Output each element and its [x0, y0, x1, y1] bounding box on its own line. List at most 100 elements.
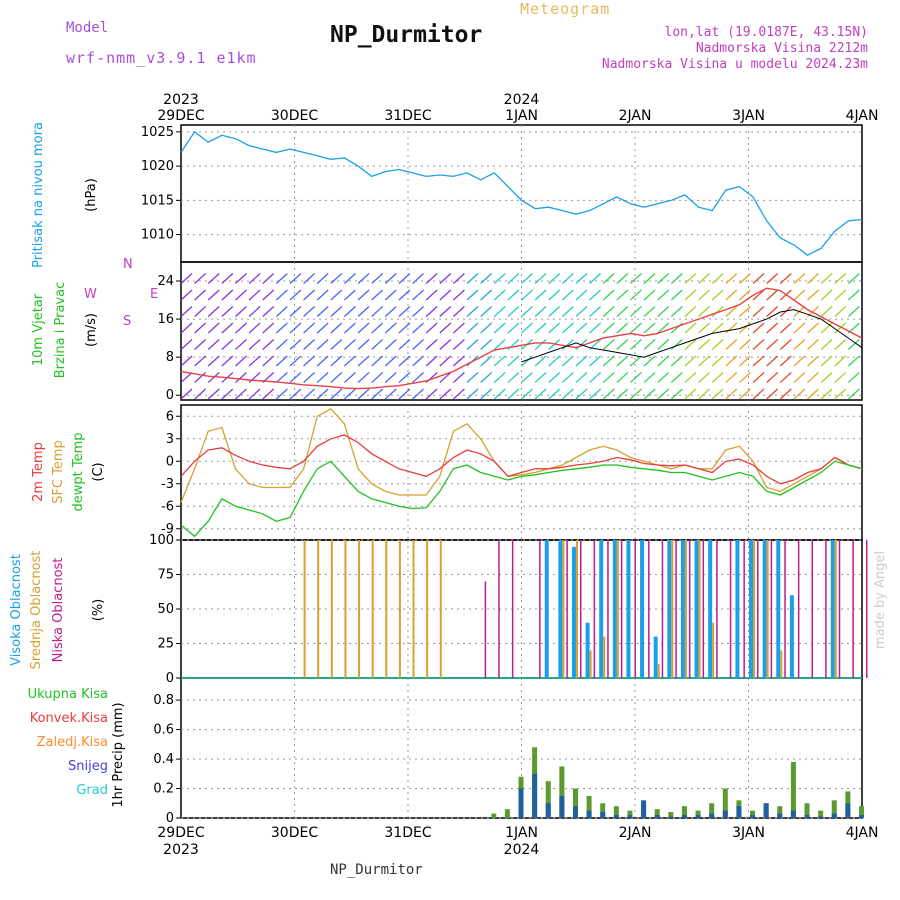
wind-barb — [834, 388, 847, 400]
wind-barb — [344, 339, 356, 350]
wind-barb — [371, 372, 384, 383]
wind-barb — [275, 322, 288, 334]
cloud-unit-label: (%) — [91, 599, 106, 622]
wind-barb — [344, 289, 356, 301]
wind-barb — [521, 372, 533, 383]
wind-barb — [630, 289, 642, 301]
pressure-axis-label: Pritisak na nivou mora — [31, 122, 46, 268]
wind-barb — [725, 372, 738, 383]
wind-barb — [602, 388, 615, 400]
wind-barb — [670, 355, 683, 367]
compass-n: N — [123, 257, 133, 272]
wind-barb — [847, 355, 860, 367]
wind-barb — [616, 289, 629, 301]
temp-tick-label: -9 — [161, 522, 174, 537]
cloud-bar — [640, 540, 645, 678]
panel-frame-0 — [180, 124, 863, 263]
wind-barb — [330, 306, 343, 317]
precip-total-bar — [559, 766, 565, 818]
wind-barb — [643, 322, 656, 334]
wind-barb — [330, 273, 343, 284]
precip-total-bar — [654, 809, 660, 818]
cloud-bar — [789, 595, 794, 678]
wind-barb — [507, 306, 520, 317]
precip-snow-bar — [586, 810, 592, 818]
wind-barb — [820, 306, 833, 317]
wind-barb — [616, 322, 629, 334]
wind-barb — [275, 339, 288, 350]
wind-barb — [493, 372, 506, 383]
wind-barb — [670, 372, 683, 383]
wind-barb — [248, 339, 261, 350]
cloud-bar — [575, 540, 578, 678]
pressure-tick-label: 1020 — [141, 159, 174, 174]
wind-barb — [670, 322, 683, 334]
wind-barb — [398, 273, 411, 284]
wind-barb — [670, 289, 683, 301]
date-label-bottom: 2JAN — [619, 825, 652, 841]
wind-barb — [657, 339, 670, 350]
wind-barb — [616, 339, 629, 350]
wind-barb — [289, 339, 302, 350]
wind-barb — [507, 372, 520, 383]
precip-tick-label: 0.2 — [153, 782, 174, 797]
precip-tick-label: 0.6 — [153, 723, 174, 738]
wind-barb — [657, 289, 670, 301]
precip-total-bar — [586, 795, 592, 818]
cloud-bar — [735, 540, 740, 678]
wind-barb — [194, 372, 207, 383]
wind-tick-label: 16 — [157, 312, 174, 327]
wind-barb — [221, 289, 234, 301]
wind-barb — [316, 289, 329, 301]
wind-barb — [275, 306, 288, 317]
wind-barb — [725, 289, 738, 301]
wind-barb — [766, 273, 779, 284]
date-label-top: 30DEC — [271, 108, 318, 124]
wind-barb — [534, 388, 547, 400]
wind-barb — [439, 273, 452, 284]
wind-barb — [357, 306, 370, 317]
wind-barb — [180, 322, 193, 334]
wind-barb — [384, 322, 397, 334]
wind-barb — [316, 306, 329, 317]
wind-barb — [793, 388, 806, 400]
cloud-bar — [539, 540, 541, 678]
precip-total-bar — [668, 812, 674, 818]
wind-barb — [752, 339, 765, 350]
wind-barb — [398, 388, 411, 400]
wind-barb — [698, 322, 710, 334]
wind-barb — [684, 372, 697, 383]
precip-total-bar — [818, 810, 824, 818]
wind-barb — [807, 322, 819, 334]
wind-barb — [262, 322, 275, 334]
cloud-bar — [599, 540, 604, 678]
watermark: made by Angel — [873, 551, 888, 649]
cloud-bar — [571, 546, 576, 678]
cloud-bar — [330, 540, 333, 678]
wind-barb — [466, 339, 479, 350]
wind-barb — [766, 322, 779, 334]
model-altitude-label: Nadmorska Visina u modelu 2024.23m — [601, 57, 868, 72]
wind-barb — [357, 273, 370, 284]
cloud-bar — [684, 540, 687, 678]
cloud-bar — [780, 650, 783, 678]
wind-barb — [602, 273, 615, 284]
wind-barb — [657, 388, 670, 400]
cloud-bar — [749, 540, 754, 678]
date-label-top: 3JAN — [732, 108, 765, 124]
wind-barb — [235, 388, 247, 400]
wind-barb — [344, 388, 356, 400]
wind-barb — [766, 372, 779, 383]
wind-barb — [507, 355, 520, 367]
wind-barb — [834, 306, 847, 317]
wind-barb — [561, 355, 574, 367]
precip-tick-label: 0.4 — [153, 752, 174, 767]
wind-barb — [739, 388, 751, 400]
wind-barb — [221, 306, 234, 317]
cloud-bar — [712, 622, 715, 678]
wind-barb — [847, 339, 860, 350]
wind-barb — [480, 289, 493, 301]
wind-barb — [398, 306, 411, 317]
wind-barb — [371, 322, 384, 334]
wind-barb — [534, 355, 547, 367]
